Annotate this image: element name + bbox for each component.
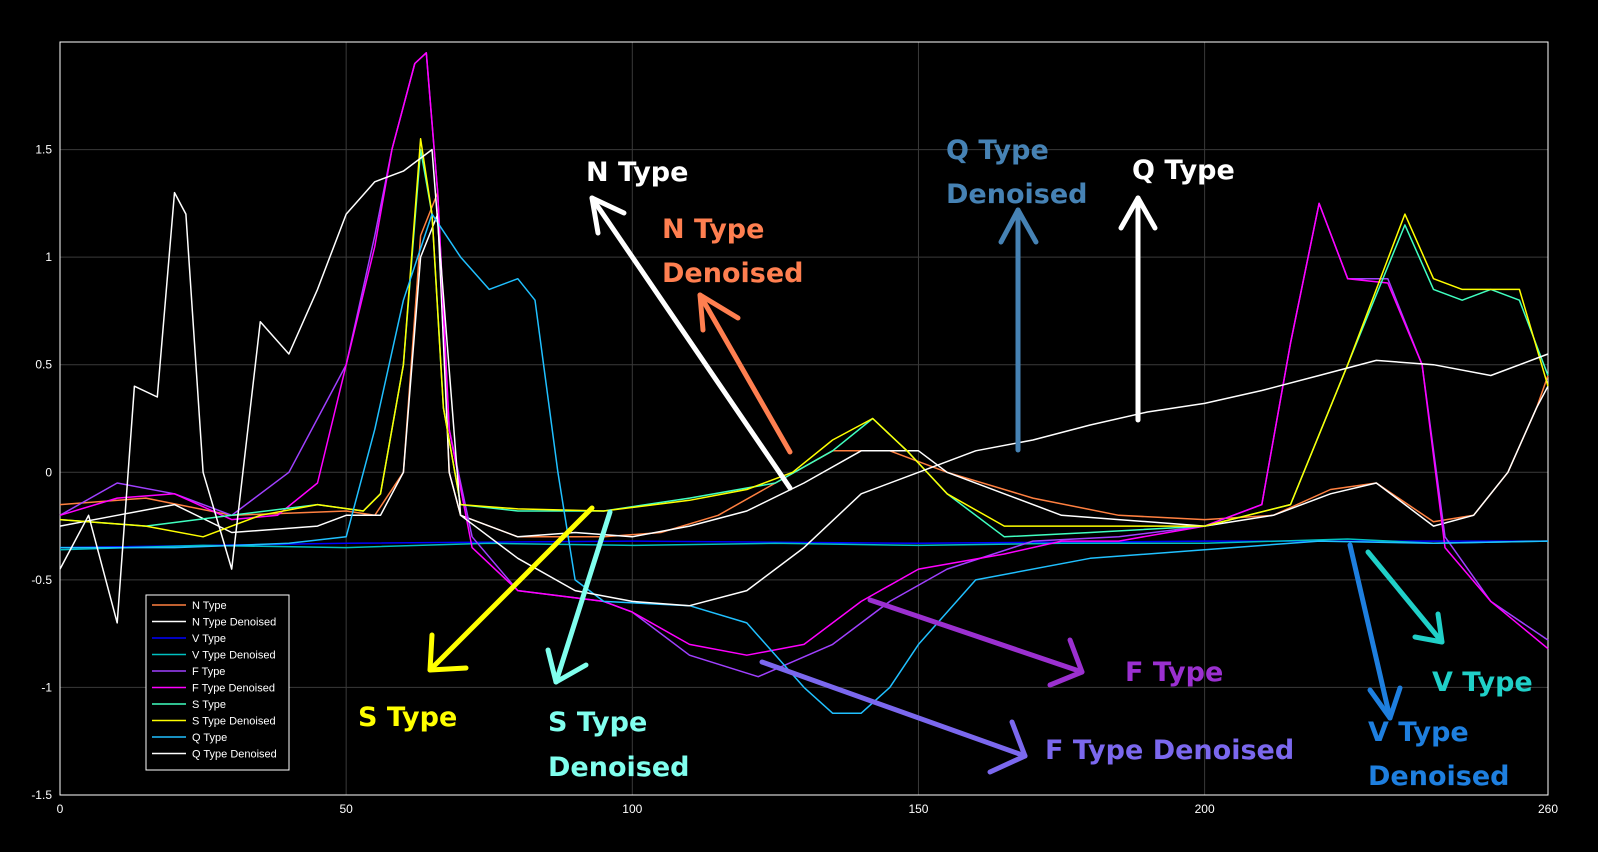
- s-type-arrow-head: [427, 632, 469, 673]
- series-layer: [59, 52, 1549, 714]
- legend: N Type N Type Denoised V Type V Type Denois…: [145, 594, 290, 771]
- series-line-8: [60, 213, 1549, 714]
- x-tick-label-5: 260: [1538, 802, 1558, 816]
- y-tick-label-3: 0: [45, 465, 52, 479]
- anno-n-type-denoised-line2: Denoised: [662, 258, 803, 289]
- legend-label-6: S Type: [192, 699, 226, 711]
- v-type-denoised-arrow: [1347, 542, 1393, 721]
- legend-label-9: Q Type Denoised: [192, 749, 277, 761]
- anno-q-type-denoised-line2: Denoised: [946, 179, 1087, 210]
- f-type-denoised-arrow-head: [987, 719, 1028, 775]
- x-tick-label-4: 200: [1195, 802, 1215, 816]
- anno-q-type: Q Type: [1132, 155, 1235, 186]
- q-type-denoised-arrow-head: [998, 207, 1039, 245]
- series-line-7: [59, 138, 1549, 538]
- f-type-denoised-arrow: [759, 659, 1028, 759]
- legend-label-4: F Type: [192, 666, 225, 678]
- annotations-layer: N Type N Type Denoised Q Type Denoised Q…: [358, 135, 1533, 792]
- anno-f-type-denoised: F Type Denoised: [1045, 735, 1294, 766]
- v-type-denoised-arrow-head: [1367, 685, 1403, 721]
- series-line-3: [59, 538, 1549, 551]
- x-tick-label-2: 100: [622, 802, 642, 816]
- anno-s-type-denoised-line2: Denoised: [548, 752, 689, 783]
- f-type-arrow: [867, 597, 1085, 675]
- anno-v-type-denoised-line1: V Type: [1368, 717, 1469, 748]
- f-type-arrow-head: [1047, 637, 1085, 688]
- s-type-denoised-arrow: [553, 509, 613, 685]
- y-tick-label-0: -1.5: [31, 788, 52, 802]
- n-type-denoised-arrow-head: [697, 292, 741, 333]
- n-type-arrow-head: [589, 195, 627, 236]
- s-type-arrow: [427, 505, 595, 673]
- y-tick-label-4: 0.5: [35, 358, 52, 372]
- n-type-arrow: [589, 195, 793, 491]
- anno-v-type: V Type: [1432, 667, 1533, 698]
- anno-s-type: S Type: [358, 702, 457, 733]
- v-type-arrow: [1365, 549, 1445, 645]
- q-type-arrow-head: [1118, 195, 1158, 231]
- n-type-denoised-arrow: [697, 292, 793, 455]
- y-tick-label-1: -1: [41, 680, 52, 694]
- series-line-1: [59, 213, 1549, 538]
- x-tick-label-0: 0: [57, 802, 64, 816]
- legend-label-1: N Type Denoised: [192, 617, 276, 629]
- anno-v-type-denoised-line2: Denoised: [1368, 761, 1509, 792]
- series-line-9: [59, 148, 1549, 624]
- plot-area-frame: [59, 41, 1549, 796]
- legend-label-0: N Type: [192, 600, 227, 612]
- legend-label-3: V Type Denoised: [192, 650, 276, 662]
- legend-label-7: S Type Denoised: [192, 716, 276, 728]
- v-type-arrow-head: [1412, 611, 1445, 645]
- anno-f-type: F Type: [1125, 657, 1223, 688]
- y-tick-label-2: -0.5: [31, 573, 52, 587]
- x-tick-label-3: 150: [908, 802, 928, 816]
- legend-box: [145, 594, 290, 771]
- legend-label-5: F Type Denoised: [192, 683, 275, 695]
- anno-q-type-denoised-line1: Q Type: [946, 135, 1049, 166]
- series-line-6: [59, 148, 1549, 538]
- y-tick-label-6: 1.5: [35, 143, 52, 157]
- anno-s-type-denoised-line1: S Type: [548, 707, 647, 738]
- s-type-denoised-arrow-head: [545, 647, 589, 685]
- legend-label-8: Q Type: [192, 732, 227, 744]
- anno-n-type: N Type: [586, 157, 688, 188]
- axis-ticks: 0 50 100 150 200 260 -1.5 -1 -0.5 0 0.5 1 1.5: [31, 143, 1558, 816]
- legend-label-2: V Type: [192, 633, 226, 645]
- x-tick-label-1: 50: [339, 802, 353, 816]
- anno-n-type-denoised-line1: N Type: [662, 214, 764, 245]
- y-tick-label-5: 1: [45, 250, 52, 264]
- series-line-5: [59, 52, 1549, 656]
